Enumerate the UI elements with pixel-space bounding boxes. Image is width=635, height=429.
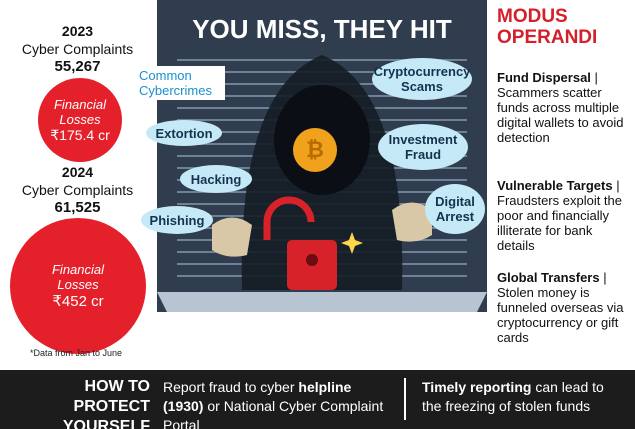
crimes-heading: Common Cybercrimes: [137, 66, 225, 100]
loss-circle: Financial Losses ₹452 cr: [10, 218, 146, 354]
tip: Report fraud to cyber helpline (1930) or…: [163, 378, 388, 429]
separator: [404, 378, 406, 420]
protect-heading: HOW TO PROTECT YOURSELF: [62, 378, 150, 429]
modus-heading: MODUS OPERANDI: [497, 6, 598, 48]
stat-label: Cyber Complaints: [21, 41, 134, 57]
loss: ₹175.4 cr: [50, 126, 110, 143]
item-title: Vulnerable Targets: [497, 178, 613, 193]
svg-text:₿: ₿: [306, 137, 324, 162]
loss-circle: Financial Losses ₹175.4 cr: [38, 78, 122, 162]
complaints: 55,267: [54, 58, 101, 75]
tip-bold: helpline (1930): [163, 379, 352, 414]
year: 2024: [61, 164, 94, 180]
modus-item: Global Transfers | Stolen money is funne…: [497, 270, 633, 345]
title: YOU MISS, THEY HIT: [192, 14, 452, 44]
item-title: Fund Dispersal: [497, 70, 591, 85]
tip-text: or National Cyber Complaint Portal: [163, 398, 384, 429]
crime-bubble: Phishing: [141, 206, 213, 234]
complaints: 61,525: [54, 199, 101, 216]
note: *Data from Jan to June: [30, 348, 123, 358]
crime-bubble: Hacking: [180, 165, 252, 193]
item-title: Global Transfers: [497, 270, 600, 285]
crime-bubble: Cryptocurrency Scams: [372, 58, 472, 100]
item-text: | Fraudsters exploit the poor and financ…: [497, 178, 623, 253]
tip-text: can lead to the freezing of stolen funds: [422, 379, 604, 414]
loss-label: Financial Losses: [53, 96, 107, 127]
protect-bar: HOW TO PROTECT YOURSELF Report fraud to …: [0, 370, 635, 429]
tip-text: Report fraud to cyber: [163, 379, 299, 395]
year: 2023: [61, 23, 94, 39]
stat-label: Cyber Complaints: [21, 182, 134, 198]
loss-label: Financial Losses: [51, 262, 105, 292]
modus-item: Fund Dispersal | Scammers scatter funds …: [497, 70, 633, 145]
crime-bubble: Digital Arrest: [425, 184, 485, 234]
loss: ₹452 cr: [52, 293, 104, 310]
modus-item: Vulnerable Targets | Fraudsters exploit …: [497, 178, 633, 253]
crime-bubble: Extortion: [146, 120, 222, 146]
stat-2024: 2024 Cyber Complaints 61,525: [0, 163, 155, 217]
crime-bubble: Investment Fraud: [378, 124, 468, 170]
tip-bold: Timely reporting: [422, 379, 532, 395]
tip: Timely reporting can lead to the freezin…: [422, 378, 622, 416]
item-text: | Stolen money is funneled overseas via …: [497, 270, 624, 345]
stat-2023: 2023 Cyber Complaints 55,267: [0, 22, 155, 76]
item-text: | Scammers scatter funds across multiple…: [497, 70, 624, 145]
